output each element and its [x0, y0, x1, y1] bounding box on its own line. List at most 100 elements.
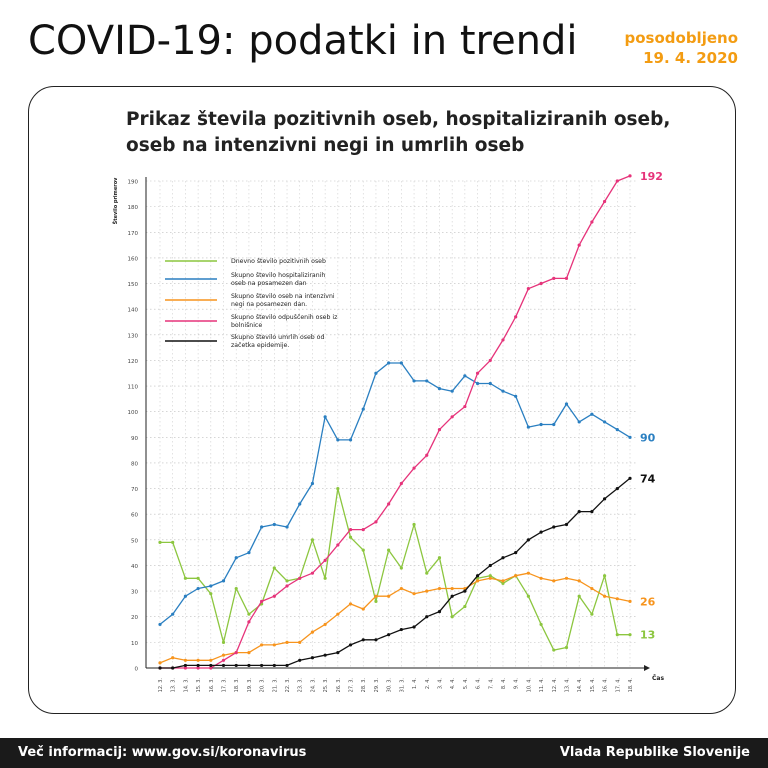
legend-label: Skupno število hospitaliziranih oseb na p…	[231, 271, 325, 287]
data-point	[539, 422, 543, 427]
data-point	[234, 556, 238, 560]
x-tick-label: 13. 3.	[171, 678, 177, 693]
data-point	[399, 627, 403, 632]
data-point	[425, 379, 429, 383]
data-point	[361, 638, 365, 642]
x-tick-label: 22. 3.	[285, 678, 291, 693]
data-point	[475, 579, 480, 583]
data-point	[183, 663, 188, 668]
data-point	[247, 620, 251, 624]
data-point	[615, 633, 619, 637]
data-point	[501, 581, 505, 586]
data-point	[234, 663, 238, 668]
data-point	[564, 522, 569, 527]
y-tick-label: 160	[128, 256, 139, 262]
data-point	[463, 589, 467, 593]
data-point	[501, 389, 505, 393]
data-point	[310, 571, 315, 575]
data-point	[425, 589, 429, 593]
data-point	[183, 594, 188, 598]
data-point	[285, 525, 289, 529]
legend-label: Skupno število odpuščenih oseb iz bolnišn…	[231, 313, 337, 329]
data-point	[323, 622, 327, 627]
data-point	[387, 633, 391, 637]
x-tick-label: 12. 3.	[158, 678, 164, 693]
data-point	[209, 666, 213, 670]
x-tick-label: 29. 3.	[374, 678, 380, 693]
data-point	[577, 579, 581, 583]
x-tick-label: 28. 3.	[361, 678, 367, 693]
x-tick-label: 16. 3.	[209, 678, 215, 693]
data-point	[158, 622, 162, 627]
data-point	[361, 607, 365, 611]
data-point	[247, 551, 251, 555]
data-point	[437, 586, 442, 591]
data-point	[209, 663, 213, 668]
x-axis-label: Čas	[652, 675, 664, 682]
data-point	[171, 540, 175, 545]
page-title: COVID-19: podatki in trendi	[28, 18, 578, 64]
data-point	[158, 540, 162, 545]
x-tick-label: 25. 3.	[323, 678, 329, 693]
data-point	[577, 510, 581, 514]
data-point	[412, 466, 416, 470]
data-point	[514, 315, 518, 319]
series-line	[160, 477, 631, 669]
data-point	[412, 625, 416, 629]
data-point	[234, 651, 238, 655]
x-axis-arrow	[644, 665, 650, 671]
data-point	[234, 586, 238, 591]
y-tick-label: 10	[131, 641, 138, 647]
data-point	[425, 615, 429, 619]
series-line	[160, 487, 630, 651]
y-tick-label: 90	[131, 436, 138, 442]
data-point	[171, 656, 175, 660]
data-point	[387, 502, 391, 506]
data-point	[539, 281, 543, 286]
data-point	[564, 276, 569, 280]
data-point	[260, 599, 264, 603]
data-point	[336, 543, 340, 547]
data-point	[298, 640, 302, 644]
end-value-label: 26	[640, 595, 656, 608]
data-point	[590, 412, 594, 416]
data-point	[539, 576, 543, 580]
data-point	[374, 520, 378, 524]
footer-org: Vlada Republike Slovenije	[559, 745, 750, 760]
x-tick-label: 7. 4.	[488, 678, 494, 690]
data-point	[171, 666, 175, 670]
data-point	[298, 658, 302, 662]
x-tick-label: 2. 4.	[425, 678, 431, 690]
data-point	[336, 438, 340, 442]
x-tick-label: 20. 3.	[260, 678, 266, 693]
data-point	[412, 592, 416, 596]
data-point	[272, 522, 276, 527]
data-point	[196, 663, 200, 668]
data-point	[590, 220, 594, 224]
x-tick-label: 30. 3.	[387, 678, 393, 693]
data-point	[361, 527, 365, 532]
data-point	[348, 643, 353, 647]
data-point	[539, 530, 543, 534]
updated-date: 19. 4. 2020	[643, 49, 738, 67]
data-point	[450, 615, 454, 619]
x-tick-label: 15. 4.	[590, 678, 596, 693]
data-point	[577, 594, 581, 598]
x-tick-label: 21. 3.	[272, 678, 278, 693]
data-point	[209, 658, 213, 662]
data-point	[361, 407, 365, 411]
data-point	[615, 486, 619, 491]
data-point	[399, 566, 403, 570]
data-point	[602, 497, 607, 501]
data-point	[399, 361, 403, 365]
footer-info-link[interactable]: Več informacij: www.gov.si/koronavirus	[18, 745, 307, 760]
x-tick-label: 31. 3.	[399, 678, 405, 693]
data-point	[450, 389, 454, 393]
data-point	[628, 633, 632, 637]
data-point	[475, 381, 480, 386]
data-point	[552, 648, 556, 652]
x-tick-label: 5. 4.	[463, 678, 469, 690]
data-point	[183, 658, 188, 662]
data-point	[564, 645, 569, 650]
y-tick-label: 60	[131, 513, 138, 519]
